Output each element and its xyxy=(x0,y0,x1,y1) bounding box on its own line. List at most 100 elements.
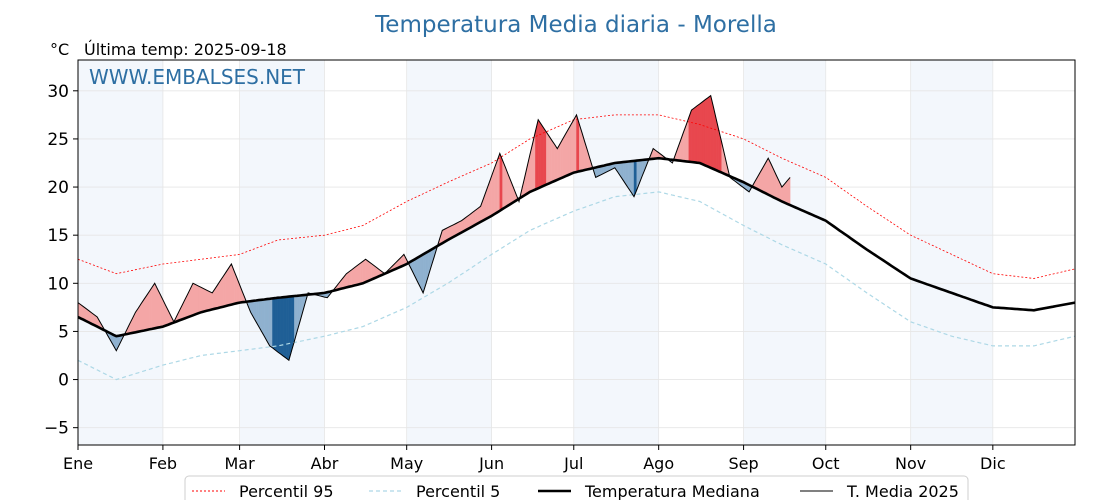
anomaly-fill-segment xyxy=(502,160,506,210)
x-tick-label: Feb xyxy=(149,454,177,473)
plot-frame xyxy=(77,59,1076,446)
x-tick-label: Ene xyxy=(63,454,93,473)
anomaly-fill-segment xyxy=(628,160,632,194)
month-band-sep xyxy=(743,60,826,445)
anomaly-fill-segment xyxy=(228,263,232,306)
anomaly-fill-segment xyxy=(365,258,369,283)
y-unit-label: °C xyxy=(50,40,69,59)
y-tick-label: 30 xyxy=(47,82,69,102)
anomaly-fill-segment xyxy=(154,283,158,329)
anomaly-fill-segment xyxy=(694,105,698,163)
anomaly-fill-segment xyxy=(222,271,227,307)
month-band-may xyxy=(406,60,492,445)
anomaly-fill-segment xyxy=(696,103,700,164)
anomaly-fill-segment xyxy=(573,114,577,173)
x-tick-label: Dic xyxy=(980,454,1006,473)
x-tick-label: Oct xyxy=(812,454,840,473)
anomaly-fill-segment xyxy=(357,262,361,285)
legend-label: Percentil 5 xyxy=(416,482,500,500)
chart-title: Temperatura Media diaria - Morella xyxy=(374,12,777,38)
y-tick-label: 0 xyxy=(58,371,69,391)
anomaly-fill-segment xyxy=(631,160,635,198)
x-tick-label: Nov xyxy=(895,454,926,473)
anomaly-fill-segment xyxy=(691,107,695,163)
anomaly-fill-segment xyxy=(546,131,550,185)
percentile-95-line xyxy=(77,114,1076,279)
anomaly-fill-segment xyxy=(499,153,503,212)
anomaly-fill-segment xyxy=(543,127,547,187)
watermark: WWW.EMBALSES.NET xyxy=(89,65,306,89)
x-tick-label: Sep xyxy=(729,454,759,473)
anomaly-fill-segment xyxy=(280,296,284,357)
y-axis: −5 0 5 10 15 20 25 30 xyxy=(44,82,78,439)
anomaly-fill-segment xyxy=(548,135,553,184)
anomaly-fill-segment xyxy=(203,288,207,312)
x-tick-label: Jun xyxy=(478,454,504,473)
anomaly-fill-segment xyxy=(151,282,155,330)
anomaly-fill-segment xyxy=(146,290,150,331)
anomaly-fill-segment xyxy=(225,267,229,307)
anomaly-fill-segment xyxy=(143,295,147,331)
anomaly-fill-segment xyxy=(496,153,501,213)
anomaly-fill-segment xyxy=(198,285,202,314)
grid-lines xyxy=(77,60,1075,445)
anomaly-fill-segment xyxy=(209,291,213,311)
month-band-nov xyxy=(910,60,993,445)
anomaly-fill-segment xyxy=(192,282,196,316)
legend-label: T. Media 2025 xyxy=(846,482,959,500)
anomaly-fill-segment xyxy=(140,299,144,332)
legend-label: Percentil 95 xyxy=(239,482,334,500)
anomaly-fill-segment xyxy=(699,101,703,165)
y-tick-label: 10 xyxy=(47,274,69,294)
y-tick-label: 5 xyxy=(58,322,69,342)
anomaly-fill-segment xyxy=(787,176,791,206)
anomaly-fill-segment xyxy=(362,258,366,284)
anomaly-fill-segment xyxy=(351,267,355,287)
anomaly-fill-segment xyxy=(354,265,358,286)
anomaly-fill-segment xyxy=(557,142,561,181)
anomaly-fill-segment xyxy=(272,297,276,351)
anomaly-fill-segment xyxy=(359,260,364,285)
last-temp-label: Última temp: 2025-09-18 xyxy=(84,40,287,59)
anomaly-fill-segment xyxy=(157,288,161,328)
legend-frame xyxy=(184,475,969,500)
anomaly-fill-segment xyxy=(705,97,709,167)
y-tick-label: −5 xyxy=(44,419,69,439)
x-tick-label: Mar xyxy=(225,454,256,473)
anomaly-fill-segment xyxy=(285,296,290,361)
anomaly-fill-segment xyxy=(220,275,224,308)
anomaly-fill-segment xyxy=(559,138,564,179)
anomaly-fill-segment xyxy=(554,143,558,182)
anomaly-fill-segment xyxy=(494,160,498,215)
anomaly-fill-segment xyxy=(551,139,555,183)
median-line xyxy=(77,156,1076,338)
y-tick-label: 20 xyxy=(47,178,69,198)
y-tick-label: 15 xyxy=(47,226,69,246)
anomaly-fill-segment xyxy=(702,99,706,166)
y-tick-label: 25 xyxy=(47,130,69,150)
anomaly-fill-segment xyxy=(261,299,265,337)
anomaly-fill-segment xyxy=(275,297,279,353)
anomaly-fill-segment xyxy=(562,133,566,178)
percentile-5-line xyxy=(77,191,1076,381)
legend-label: Temperatura Mediana xyxy=(584,482,760,500)
anomaly-fill-segment xyxy=(368,260,372,282)
x-tick-label: Ago xyxy=(643,454,674,473)
anomaly-fill-segment xyxy=(206,289,210,312)
anomaly-fill-segment xyxy=(283,296,287,359)
anomaly-fill-segment xyxy=(195,284,199,315)
anomaly-fill-segment xyxy=(565,128,569,177)
anomaly-fill-segment xyxy=(266,298,270,347)
x-tick-label: Jul xyxy=(563,454,583,473)
anomaly-fill-segment xyxy=(537,119,542,189)
month-band-ene xyxy=(78,60,163,445)
x-axis: Ene Feb Mar Abr May Jun Jul Ago Sep Oct Nov Dic xyxy=(63,445,1006,473)
anomaly-fill-segment xyxy=(570,118,574,175)
x-tick-label: Abr xyxy=(311,454,339,473)
anomaly-fill-segment xyxy=(370,262,375,280)
anomaly-fill-segment xyxy=(201,287,205,313)
anomaly-fill-segment xyxy=(149,286,153,330)
month-band-jul xyxy=(573,60,659,445)
legend: Percentil 95 Percentil 5 Temperatura Media… xyxy=(184,475,969,500)
